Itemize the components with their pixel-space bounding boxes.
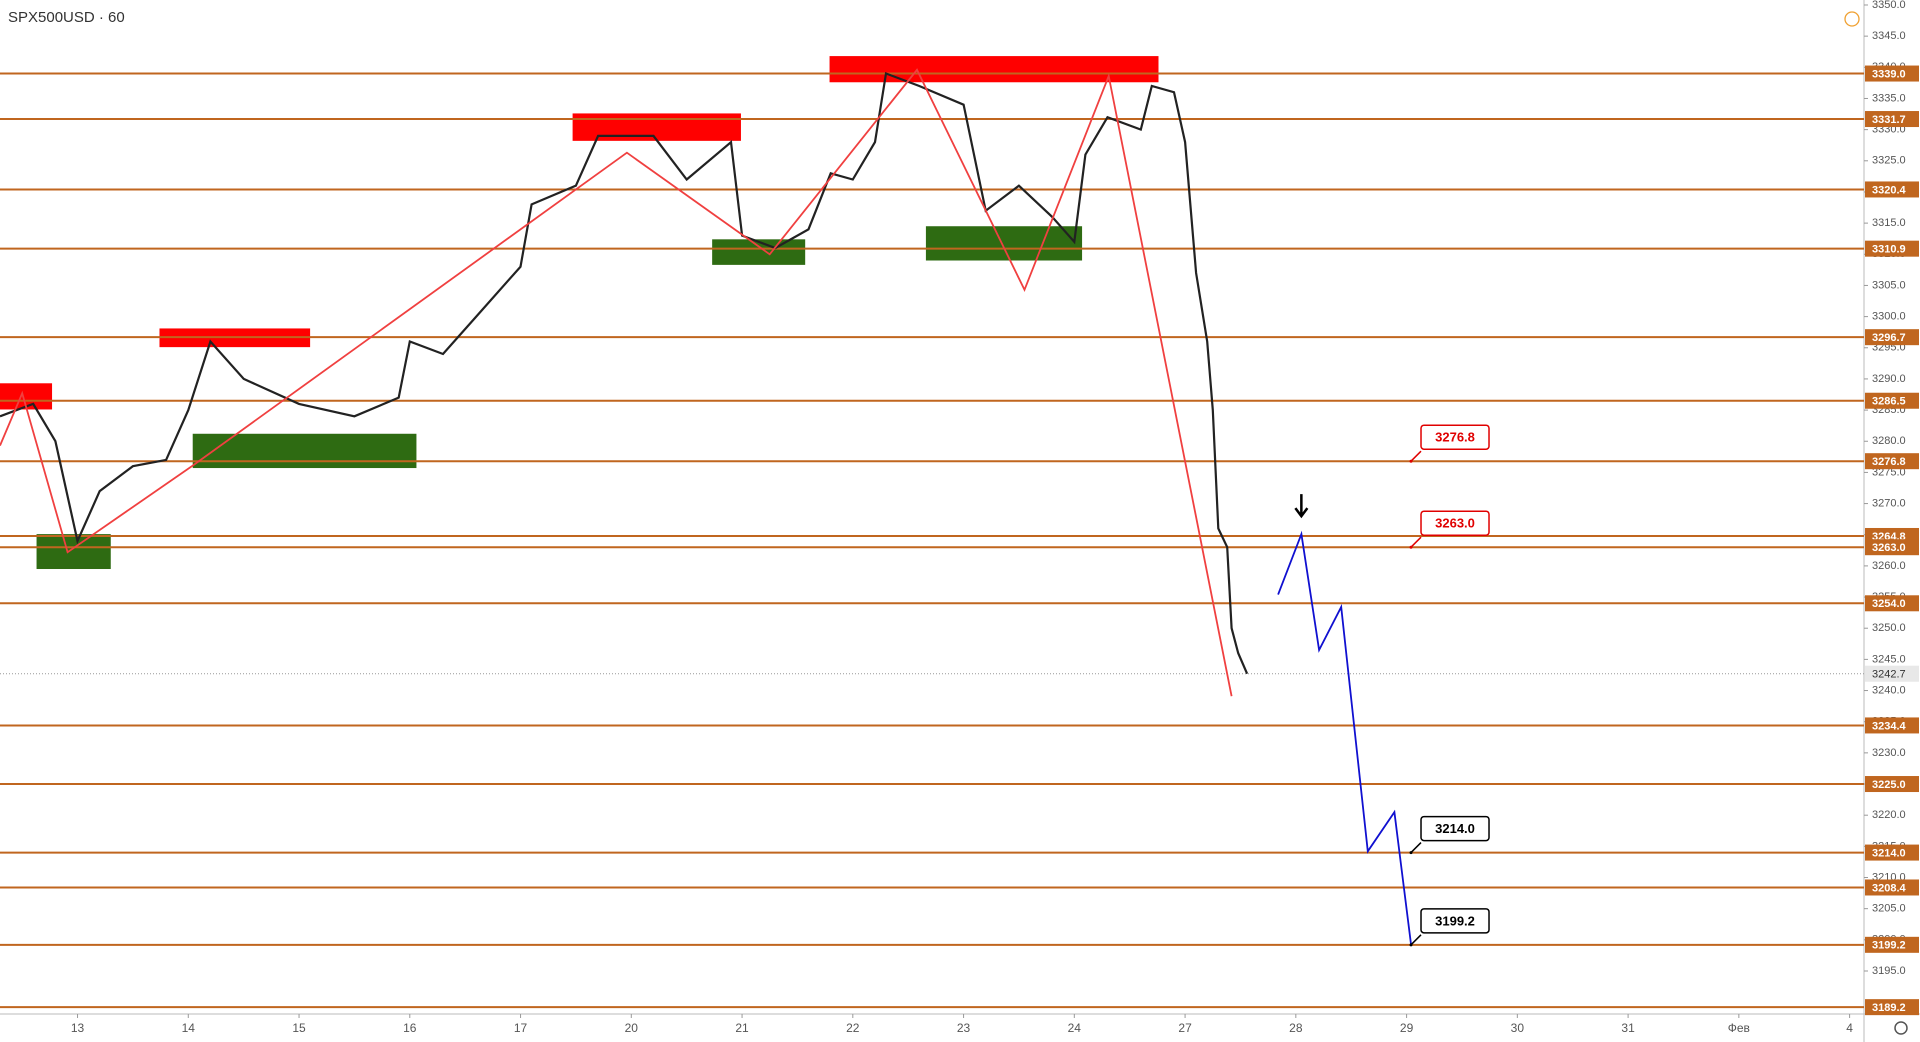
x-tick-label: 20 bbox=[625, 1021, 639, 1035]
callout-box bbox=[1420, 510, 1490, 536]
y-tick-label: 3220.0 bbox=[1872, 809, 1906, 821]
series-line bbox=[0, 71, 1249, 675]
callout-label: 3276.8 bbox=[1435, 430, 1475, 445]
level-label-bg bbox=[1865, 879, 1919, 896]
x-tick-label: 31 bbox=[1621, 1021, 1635, 1035]
last-price-label: 3242.7 bbox=[1872, 669, 1906, 681]
zone bbox=[712, 239, 806, 265]
level-label: 3320.4 bbox=[1872, 184, 1907, 196]
info-icon[interactable] bbox=[1844, 11, 1860, 27]
level-label-bg bbox=[1865, 453, 1919, 470]
x-tick-label: 27 bbox=[1178, 1021, 1192, 1035]
y-tick-label: 3290.0 bbox=[1872, 373, 1906, 385]
callout-label: 3199.2 bbox=[1435, 913, 1475, 928]
level-label: 3208.4 bbox=[1872, 882, 1907, 894]
y-tick-label: 3280.0 bbox=[1872, 435, 1906, 447]
callout-pointer bbox=[1410, 934, 1422, 946]
x-tick-label: Фев bbox=[1728, 1021, 1750, 1035]
level-label: 3234.4 bbox=[1872, 720, 1907, 732]
y-tick-label: 3250.0 bbox=[1872, 622, 1906, 634]
level-label: 3189.2 bbox=[1872, 1002, 1906, 1014]
callout-box bbox=[1420, 815, 1490, 842]
callout-label: 3214.0 bbox=[1435, 821, 1475, 836]
zone bbox=[192, 433, 417, 469]
level-label: 3263.0 bbox=[1872, 542, 1906, 554]
y-tick-label: 3230.0 bbox=[1872, 747, 1906, 759]
level-label: 3276.8 bbox=[1872, 456, 1906, 468]
settings-icon[interactable] bbox=[1894, 1021, 1908, 1035]
y-tick-label: 3195.0 bbox=[1872, 965, 1906, 977]
level-label: 3331.7 bbox=[1872, 114, 1906, 126]
level-label-bg bbox=[1865, 392, 1919, 409]
level-label-bg bbox=[1865, 181, 1919, 198]
y-tick-label: 3245.0 bbox=[1872, 653, 1906, 665]
x-tick-label: 24 bbox=[1068, 1021, 1082, 1035]
level-label-bg bbox=[1865, 539, 1919, 556]
y-tick-label: 3305.0 bbox=[1872, 279, 1906, 291]
y-tick-label: 3315.0 bbox=[1872, 217, 1906, 229]
level-label-bg bbox=[1865, 936, 1919, 953]
y-tick-label: 3205.0 bbox=[1872, 903, 1906, 915]
arrow-icon bbox=[1294, 494, 1309, 519]
y-tick-label: 3325.0 bbox=[1872, 155, 1906, 167]
level-label-bg bbox=[1865, 65, 1919, 82]
callout-box bbox=[1420, 908, 1490, 934]
y-tick-label: 3275.0 bbox=[1872, 466, 1906, 478]
x-tick-label: 17 bbox=[514, 1021, 528, 1035]
level-label-bg bbox=[1865, 329, 1919, 346]
x-tick-label: 4 bbox=[1846, 1021, 1853, 1035]
zone bbox=[36, 534, 111, 570]
x-tick-label: 29 bbox=[1400, 1021, 1414, 1035]
y-tick-label: 3350.0 bbox=[1872, 0, 1906, 11]
level-label-bg bbox=[1865, 240, 1919, 257]
y-tick-label: 3345.0 bbox=[1872, 30, 1906, 42]
level-label: 3310.9 bbox=[1872, 244, 1906, 256]
x-tick-label: 13 bbox=[71, 1021, 85, 1035]
level-label: 3286.5 bbox=[1872, 396, 1906, 408]
level-label-bg bbox=[1865, 595, 1919, 612]
level-label: 3339.0 bbox=[1872, 68, 1906, 80]
callout-box bbox=[1420, 424, 1490, 450]
y-tick-label: 3300.0 bbox=[1872, 311, 1906, 323]
callout-label: 3263.0 bbox=[1435, 516, 1475, 531]
level-label-bg bbox=[1865, 844, 1919, 861]
level-label: 3254.0 bbox=[1872, 598, 1906, 610]
x-tick-label: 15 bbox=[292, 1021, 306, 1035]
y-tick-label: 3270.0 bbox=[1872, 497, 1906, 509]
x-tick-label: 28 bbox=[1289, 1021, 1303, 1035]
zone bbox=[925, 226, 1083, 261]
level-label: 3296.7 bbox=[1872, 332, 1906, 344]
level-label-bg bbox=[1865, 999, 1919, 1016]
callout-pointer bbox=[1410, 536, 1422, 548]
callout-pointer bbox=[1410, 450, 1422, 462]
level-label-bg bbox=[1865, 717, 1919, 734]
level-label-bg bbox=[1865, 776, 1919, 793]
chart-title: SPX500USD · 60 bbox=[8, 9, 125, 26]
x-tick-label: 21 bbox=[735, 1021, 749, 1035]
level-label: 3199.2 bbox=[1872, 940, 1906, 952]
x-tick-label: 16 bbox=[403, 1021, 417, 1035]
level-label: 3214.0 bbox=[1872, 847, 1906, 859]
x-tick-label: 14 bbox=[182, 1021, 196, 1035]
series-line bbox=[1277, 530, 1412, 945]
level-label: 3225.0 bbox=[1872, 779, 1906, 791]
series-line bbox=[0, 68, 1233, 697]
x-tick-label: 30 bbox=[1511, 1021, 1525, 1035]
y-tick-label: 3240.0 bbox=[1872, 684, 1906, 696]
y-tick-label: 3260.0 bbox=[1872, 560, 1906, 572]
x-tick-label: 22 bbox=[846, 1021, 860, 1035]
callout-pointer bbox=[1410, 842, 1422, 854]
y-tick-label: 3335.0 bbox=[1872, 92, 1906, 104]
level-label-bg bbox=[1865, 111, 1919, 128]
last-price-bg bbox=[1865, 665, 1919, 682]
x-tick-label: 23 bbox=[957, 1021, 971, 1035]
